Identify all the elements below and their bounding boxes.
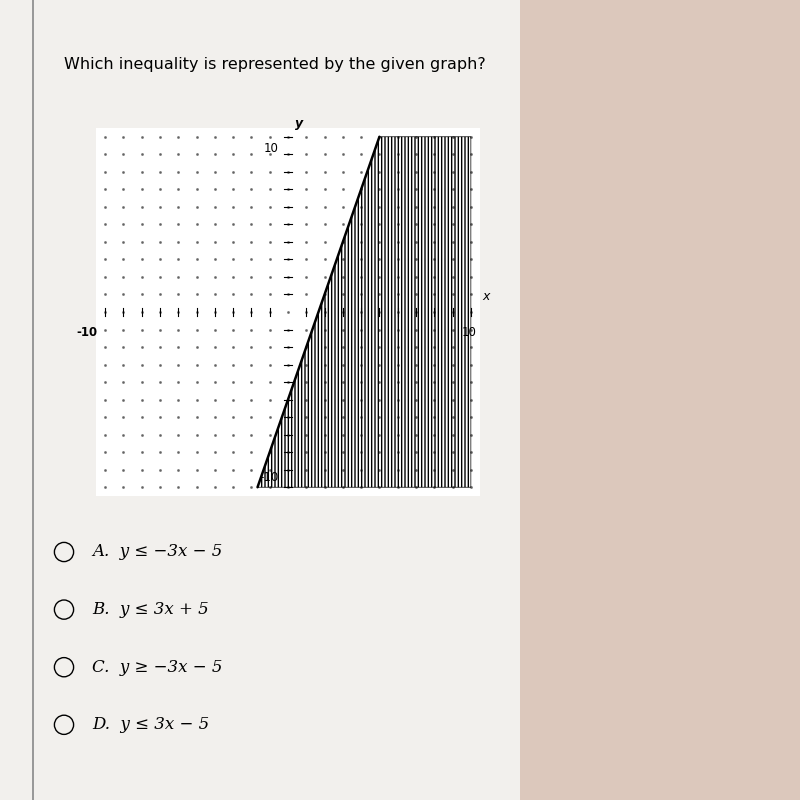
Text: B.  y ≤ 3x + 5: B. y ≤ 3x + 5 [92, 601, 209, 618]
Bar [32, 0, 34, 800]
Text: -10: -10 [260, 470, 279, 484]
Text: y: y [295, 117, 303, 130]
Text: x: x [482, 290, 490, 303]
Text: Which inequality is represented by the given graph?: Which inequality is represented by the g… [64, 57, 486, 71]
Bar [520, 0, 800, 800]
Text: 10: 10 [462, 326, 477, 339]
Text: 10: 10 [264, 142, 279, 155]
Text: -10: -10 [77, 326, 98, 339]
Text: A.  y ≤ −3x − 5: A. y ≤ −3x − 5 [92, 543, 222, 561]
Bar [0, 0, 520, 800]
Text: C.  y ≥ −3x − 5: C. y ≥ −3x − 5 [92, 658, 222, 676]
Text: D.  y ≤ 3x − 5: D. y ≤ 3x − 5 [92, 716, 210, 734]
